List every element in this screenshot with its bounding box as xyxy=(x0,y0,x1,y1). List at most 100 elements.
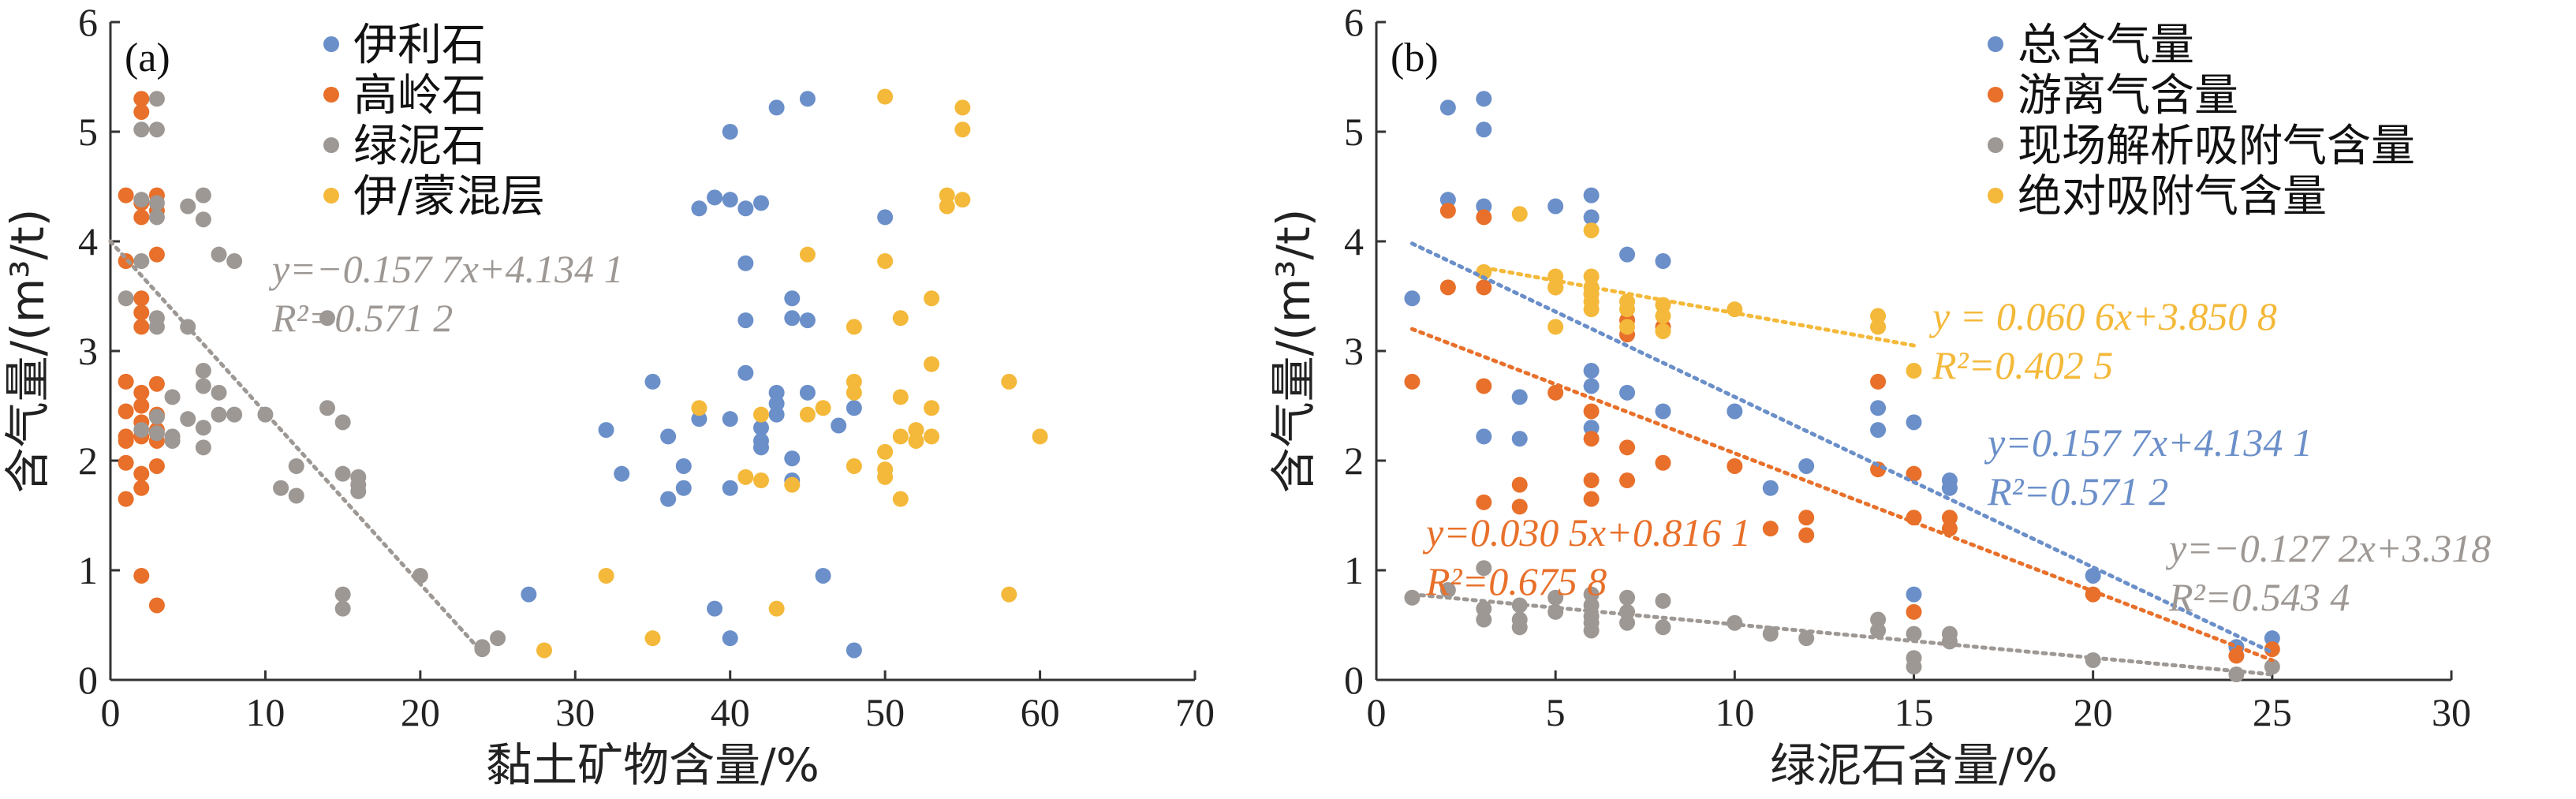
data-point xyxy=(784,476,801,493)
data-point xyxy=(1619,301,1636,318)
data-point xyxy=(908,432,924,449)
data-point xyxy=(1870,319,1887,335)
data-point xyxy=(737,200,754,217)
data-point xyxy=(784,450,801,467)
data-point xyxy=(644,373,661,390)
data-point xyxy=(1476,600,1492,617)
data-point xyxy=(1404,589,1421,606)
data-point xyxy=(118,454,134,471)
data-point xyxy=(1655,454,1671,471)
data-point xyxy=(1439,279,1456,296)
series-group xyxy=(1404,91,2280,655)
data-point xyxy=(133,192,150,208)
data-point xyxy=(707,600,723,617)
y-tick-label: 4 xyxy=(78,219,98,263)
data-point xyxy=(474,639,491,655)
data-point xyxy=(133,422,150,439)
panel-a-chart: 0 10 20 30 40 50 60 70 0 1 2 3 4 5 6 黏土矿物含量/% 含气量/(m³/t)… xyxy=(1,0,1215,792)
data-point xyxy=(722,192,738,208)
data-point xyxy=(1001,586,1017,603)
data-point xyxy=(118,253,134,270)
data-point xyxy=(1476,279,1492,296)
data-point xyxy=(877,469,894,485)
data-point xyxy=(334,586,351,603)
y-tick-label: 5 xyxy=(1344,110,1364,154)
data-point xyxy=(148,195,165,211)
data-point xyxy=(722,411,738,428)
data-point xyxy=(1727,457,1743,474)
legend-marker xyxy=(323,188,339,203)
data-point xyxy=(1655,592,1671,609)
trend-line xyxy=(1409,592,2275,677)
data-point xyxy=(1547,384,1564,401)
data-point xyxy=(133,209,150,226)
data-point xyxy=(1476,91,1492,107)
r-squared-label: R²=0.402 5 xyxy=(1932,343,2113,387)
x-tick-label: 5 xyxy=(1546,690,1566,734)
x-tick-label: 60 xyxy=(1021,690,1060,734)
data-point xyxy=(490,630,506,647)
series-group xyxy=(1476,206,1922,379)
data-point xyxy=(1547,589,1564,606)
x-tick-label: 20 xyxy=(401,690,440,734)
data-point xyxy=(877,443,894,460)
data-point xyxy=(877,209,894,226)
data-point xyxy=(133,304,150,321)
x-tick-label: 40 xyxy=(711,690,750,734)
data-point xyxy=(815,567,831,584)
data-point xyxy=(2264,641,2280,658)
data-point xyxy=(1870,422,1887,439)
data-point xyxy=(753,195,769,211)
data-point xyxy=(1547,319,1564,335)
data-point xyxy=(1762,521,1779,537)
data-point xyxy=(148,121,165,138)
data-point xyxy=(1583,187,1600,203)
data-point xyxy=(753,472,769,489)
legend-label: 伊/蒙混层 xyxy=(353,171,545,222)
data-point xyxy=(799,312,816,329)
data-point xyxy=(1583,378,1600,394)
data-point xyxy=(1583,363,1600,379)
data-point xyxy=(753,406,769,423)
data-point xyxy=(1032,428,1048,445)
data-point xyxy=(1870,308,1887,324)
data-point xyxy=(722,480,738,496)
data-point xyxy=(288,457,304,474)
trend-line xyxy=(1409,241,2275,655)
data-point xyxy=(1655,253,1671,270)
data-point xyxy=(722,630,738,647)
legend-marker xyxy=(1988,36,2003,52)
y-tick-label: 4 xyxy=(1344,219,1364,263)
data-point xyxy=(1583,622,1600,639)
y-tick-label: 1 xyxy=(78,548,98,592)
data-point xyxy=(1870,400,1887,416)
y-axis-title: 含气量/(m³/t) xyxy=(1,209,54,494)
data-point xyxy=(1476,611,1492,628)
data-point xyxy=(831,417,847,434)
x-tick-label: 25 xyxy=(2253,690,2292,734)
data-point xyxy=(133,480,150,496)
legend-label: 绿泥石 xyxy=(353,121,486,172)
data-point xyxy=(1439,99,1456,116)
legend-label: 伊利石 xyxy=(353,20,486,71)
data-point xyxy=(954,99,971,116)
x-axis-title: 绿泥石含量/% xyxy=(1770,738,2058,792)
y-tick-label: 6 xyxy=(78,0,98,44)
data-point xyxy=(598,422,614,439)
data-point xyxy=(536,642,552,659)
data-point xyxy=(644,630,661,647)
data-point xyxy=(1547,198,1564,215)
y-tick-label: 3 xyxy=(78,329,98,373)
data-point xyxy=(148,91,165,107)
data-point xyxy=(722,124,738,140)
data-point xyxy=(133,384,150,401)
data-point xyxy=(1476,198,1492,215)
data-point xyxy=(1655,403,1671,420)
data-point xyxy=(768,406,785,423)
x-tick-label: 50 xyxy=(865,690,905,734)
data-point xyxy=(2228,648,2245,664)
data-point xyxy=(737,255,754,271)
data-point xyxy=(1870,373,1887,390)
y-tick-label: 2 xyxy=(1344,439,1364,483)
data-point xyxy=(133,465,150,482)
